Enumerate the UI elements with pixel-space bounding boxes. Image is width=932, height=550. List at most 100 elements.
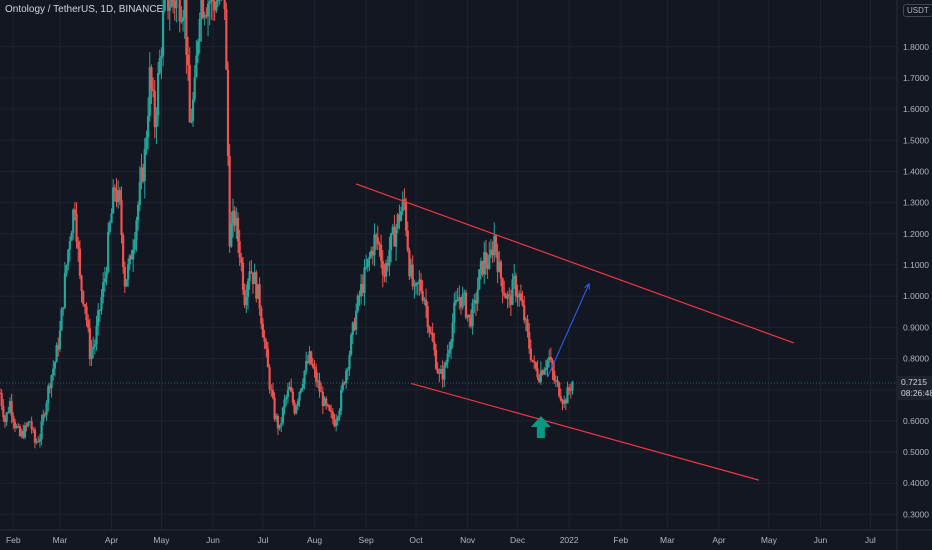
candle-body [211,0,215,2]
candle-body [503,292,506,296]
candle-body [38,439,42,442]
currency-badge[interactable]: USDT [903,4,932,17]
candle-body [0,392,3,406]
candle-body [541,370,544,375]
candle-body [368,256,371,259]
y-tick-label: 0.8000 [903,354,929,364]
candle-body [323,398,326,406]
candle-body [388,250,391,266]
candle-body [190,120,193,123]
candle-body [549,356,552,361]
price-axis[interactable]: 1.8000 1.7000 1.6000 1.5000 1.4000 1.3000 1.20… [896,0,929,550]
candle-body [68,240,71,250]
candle-body [95,325,98,345]
candle-body [356,295,359,312]
candle-body [434,349,438,369]
candle-body [100,297,103,310]
candle-body [521,300,524,306]
y-tick-label: 0.4000 [903,478,929,488]
y-tick-label: 1.1000 [903,260,929,270]
candle-body [255,272,258,299]
candle-body [231,210,235,224]
candle-body [92,346,95,350]
y-tick-label: 1.7000 [903,73,929,83]
candle-body [351,322,354,335]
candle-body [456,300,459,302]
candle-body [371,250,374,256]
candle-body [133,240,136,250]
candle-body [140,167,143,183]
candle-body [52,368,55,376]
candle-body [243,289,246,306]
candle-body [2,405,5,418]
x-tick-label: Feb [6,535,21,545]
candle-body [246,281,250,297]
candle-body [37,441,40,443]
candle-body [431,332,434,342]
candle-body [8,401,12,413]
candle-body [122,234,125,267]
candle-body [228,155,231,247]
candle-body [10,401,13,416]
candle-body [320,391,323,393]
candle-body [439,368,443,374]
candle-body [213,1,216,11]
candle-body [265,341,268,349]
candle-body [186,54,190,65]
candle-body [57,345,60,350]
candle-body [35,441,38,443]
candle-body [438,372,441,374]
candle-body [103,278,106,283]
candle-body [278,424,281,429]
candle-body [28,421,32,423]
candle-body [65,265,68,274]
candle-body [429,332,433,334]
candle-body [25,425,28,427]
candle-body [504,295,508,299]
candle-body [115,190,118,203]
candle-body [468,314,471,318]
candle-body [148,67,151,116]
candle-body [409,264,413,277]
candle-body [47,386,50,404]
candle-body [433,341,436,350]
candle-body [398,214,401,221]
candle-body [416,282,419,284]
candle-body [191,99,195,121]
candle-body [391,226,394,234]
candle-body [245,296,248,306]
candle-body [230,223,233,247]
candle-body [448,349,451,354]
candle-body [203,15,206,18]
candle-body [123,266,126,287]
candle-body [424,299,428,307]
time-axis[interactable]: Feb Mar Apr May Jun Jul Aug Sep Oct Nov Dec 2022 Feb… [0,529,932,545]
candle-body [143,148,146,182]
candle-body [152,89,155,91]
candle-body [316,380,319,382]
candle-body [345,370,348,384]
candle-body [180,21,183,23]
candle-body [98,309,101,311]
candle-body [476,289,479,304]
candle-body [155,115,158,128]
candle-body [158,58,161,74]
symbol-title[interactable]: Ontology / TetherUS, 1D, BINANCE [5,4,164,15]
candle-body [238,241,241,258]
y-tick-label: 0.3000 [903,509,929,519]
candle-body [498,261,501,272]
candle-body [483,252,486,275]
candle-body [508,294,511,296]
candle-body [389,233,393,251]
y-tick-label: 0.9000 [903,322,929,332]
candle-body [12,415,15,422]
candle-body [105,271,108,279]
candle-body [285,397,288,400]
candle-body [240,257,243,263]
current-price-label: 0.7215 [901,377,927,387]
candle-body [514,275,517,296]
candle-body [185,0,188,55]
candle-body [453,302,456,323]
candle-body [421,291,424,301]
